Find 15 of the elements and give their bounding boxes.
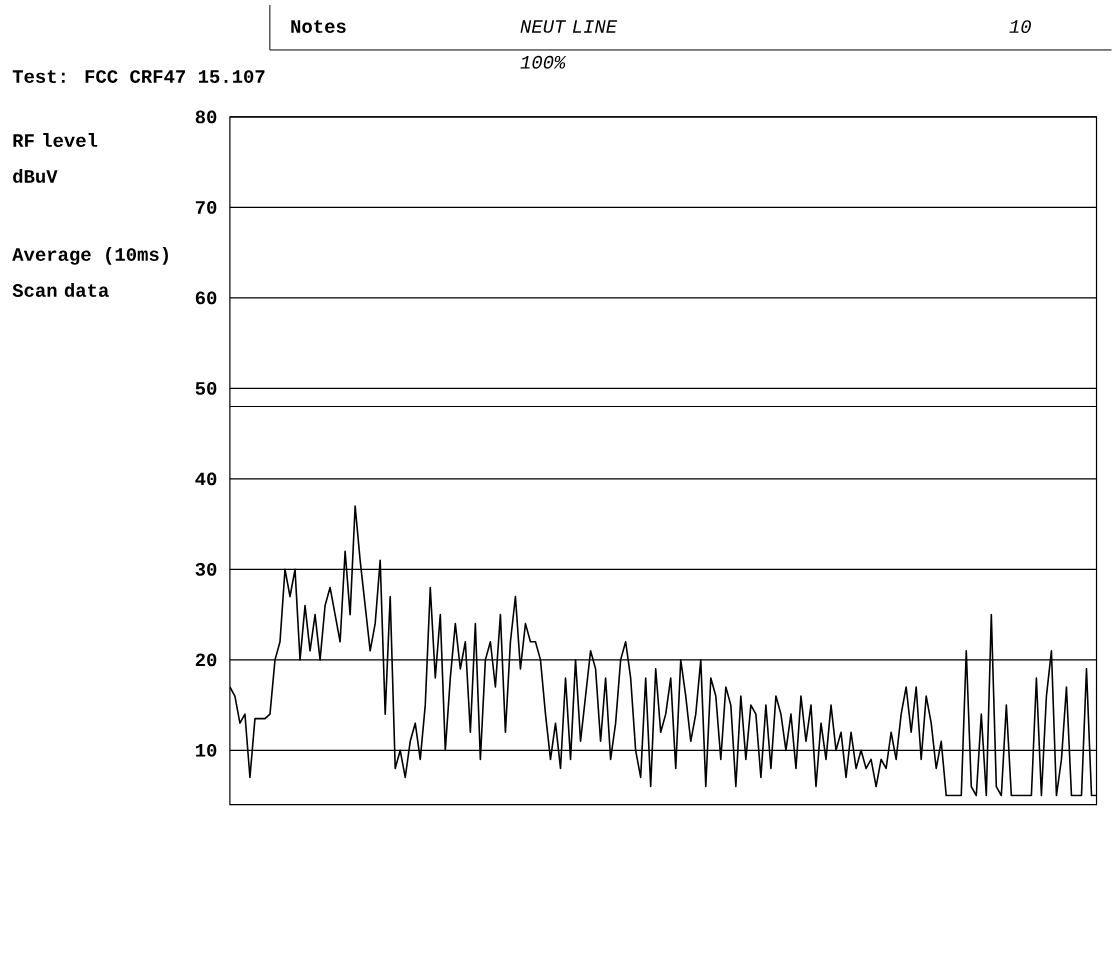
y-tick-label: 40 — [195, 472, 217, 486]
text: Average (10ms) — [12, 247, 168, 266]
text: Notes — [291, 20, 346, 34]
y-tick-label: 80 — [195, 110, 217, 124]
y-tick-label: 30 — [195, 563, 217, 577]
y-tick-label: 20 — [195, 653, 217, 667]
y-tick-label: 10 — [195, 744, 217, 757]
y-tick-label: 50 — [195, 382, 217, 396]
text: Scan data — [12, 283, 109, 298]
chart-title: Test: FCC CRF47 15.107 — [12, 70, 265, 84]
text: NEUT LINE 100% — [520, 20, 618, 69]
text: 10 — [1009, 20, 1031, 34]
text: RF level dBuV — [13, 133, 98, 184]
y-tick-label: 70 — [195, 201, 217, 215]
y-tick-label: 60 — [195, 291, 217, 305]
